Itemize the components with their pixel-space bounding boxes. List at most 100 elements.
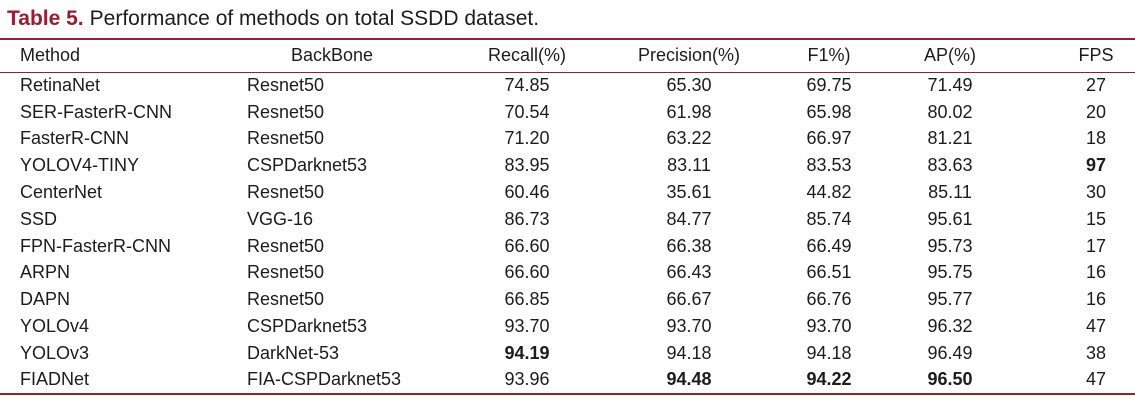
cell-method: RetinaNet [20, 75, 101, 96]
cell-fps: 17 [1085, 235, 1107, 256]
cell-backbone: DarkNet-53 [247, 342, 340, 363]
table-row: YOLOV4-TINY CSPDarknet53 83.95 83.11 83.53 83… [0, 152, 1135, 179]
cell-fps: 16 [1085, 289, 1107, 310]
cell-fps: 47 [1085, 316, 1107, 337]
cell-method: SER-FasterR-CNN [20, 101, 173, 122]
cell-precision: 63.22 [666, 128, 712, 149]
cell-method: CenterNet [20, 182, 103, 203]
cell-f1: 94.18 [806, 342, 852, 363]
table-row: FasterR-CNN Resnet50 71.20 63.22 66.97 81.21 1… [0, 126, 1135, 153]
cell-method: DAPN [20, 289, 71, 310]
cell-backbone: CSPDarknet53 [247, 155, 368, 176]
cell-fps: 18 [1085, 128, 1107, 149]
cell-backbone: Resnet50 [247, 182, 325, 203]
cell-method: SSD [20, 208, 58, 229]
column-header-ap: AP(%) [895, 39, 1005, 73]
cell-f1: 66.49 [806, 235, 852, 256]
cell-recall: 66.60 [504, 262, 550, 283]
cell-fps: 16 [1085, 262, 1107, 283]
cell-precision: 65.30 [666, 75, 712, 96]
cell-recall: 93.96 [504, 369, 550, 390]
cell-recall: 71.20 [504, 128, 550, 149]
cell-method: FPN-FasterR-CNN [20, 235, 171, 256]
cell-ap: 95.77 [927, 289, 973, 310]
cell-precision: 94.48 [666, 369, 712, 390]
cell-recall: 93.70 [504, 316, 550, 337]
cell-ap: 96.50 [927, 369, 973, 390]
cell-method: FasterR-CNN [20, 128, 130, 149]
cell-precision: 83.11 [667, 155, 711, 176]
cell-fps: 97 [1085, 155, 1107, 176]
cell-precision: 93.70 [666, 316, 712, 337]
cell-ap: 81.21 [927, 128, 973, 149]
cell-recall: 60.46 [504, 182, 550, 203]
cell-backbone: Resnet50 [247, 262, 325, 283]
cell-recall: 70.54 [504, 101, 550, 122]
table-row: RetinaNet Resnet50 74.85 65.30 69.75 71.49 27 [0, 72, 1135, 99]
cell-f1: 66.76 [806, 289, 852, 310]
table-caption-label: Table 5. [7, 7, 84, 30]
cell-backbone: VGG-16 [247, 208, 314, 229]
column-header-backbone: BackBone [247, 39, 439, 73]
cell-ap: 85.11 [928, 182, 972, 203]
cell-fps: 30 [1085, 182, 1107, 203]
cell-fps: 20 [1085, 101, 1107, 122]
table-row: CenterNet Resnet50 60.46 35.61 44.82 85.11 30 [0, 179, 1135, 206]
cell-precision: 66.67 [666, 289, 712, 310]
cell-fps: 27 [1085, 75, 1107, 96]
cell-ap: 95.75 [927, 262, 973, 283]
cell-method: FIADNet [20, 369, 90, 390]
cell-backbone: Resnet50 [247, 235, 325, 256]
cell-recall: 66.60 [504, 235, 550, 256]
cell-backbone: Resnet50 [247, 289, 325, 310]
cell-backbone: FIA-CSPDarknet53 [247, 369, 402, 390]
cell-fps: 47 [1085, 369, 1107, 390]
cell-f1: 44.82 [806, 182, 852, 203]
column-header-fps: FPS [1005, 39, 1135, 73]
table-row: YOLOv3 DarkNet-53 94.19 94.18 94.18 96.49 38 [0, 340, 1135, 367]
table-row: YOLOv4 CSPDarknet53 93.70 93.70 93.70 96.32 47 [0, 313, 1135, 340]
cell-backbone: Resnet50 [247, 101, 325, 122]
cell-precision: 61.98 [666, 101, 712, 122]
table-row: ARPN Resnet50 66.60 66.43 66.51 95.75 16 [0, 260, 1135, 287]
cell-recall: 74.85 [504, 75, 550, 96]
cell-f1: 93.70 [806, 316, 852, 337]
cell-precision: 66.43 [666, 262, 712, 283]
cell-f1: 94.22 [806, 369, 852, 390]
cell-precision: 66.38 [666, 235, 712, 256]
table-row: FIADNet FIA-CSPDarknet53 93.96 94.48 94.22 96… [0, 367, 1135, 394]
cell-backbone: Resnet50 [247, 75, 325, 96]
cell-backbone: Resnet50 [247, 128, 325, 149]
cell-f1: 83.53 [806, 155, 852, 176]
table-caption: Table 5. Performance of methods on total … [0, 0, 1135, 31]
column-header-precision: Precision(%) [615, 39, 763, 73]
cell-fps: 15 [1085, 208, 1107, 229]
column-header-method: Method [0, 39, 247, 73]
cell-f1: 69.75 [806, 75, 852, 96]
cell-ap: 80.02 [927, 101, 973, 122]
table-caption-text: Performance of methods on total SSDD dat… [89, 7, 540, 30]
cell-fps: 38 [1085, 342, 1107, 363]
table-head: Method BackBone Recall(%) Precision(%) F1%) A… [0, 39, 1135, 73]
cell-ap: 95.73 [927, 235, 973, 256]
table-row: SSD VGG-16 86.73 84.77 85.74 95.61 15 [0, 206, 1135, 233]
cell-method: YOLOV4-TINY [20, 155, 140, 176]
cell-method: YOLOv4 [20, 316, 90, 337]
cell-method: YOLOv3 [20, 342, 90, 363]
table-header-row: Method BackBone Recall(%) Precision(%) F1%) A… [0, 39, 1135, 73]
cell-f1: 66.51 [806, 262, 852, 283]
cell-f1: 85.74 [806, 208, 852, 229]
cell-precision: 35.61 [666, 182, 712, 203]
table-row: SER-FasterR-CNN Resnet50 70.54 61.98 65.98 80… [0, 99, 1135, 126]
cell-ap: 71.49 [927, 75, 973, 96]
cell-backbone: CSPDarknet53 [247, 316, 368, 337]
cell-recall: 66.85 [504, 289, 550, 310]
cell-precision: 84.77 [666, 208, 712, 229]
cell-recall: 86.73 [504, 208, 550, 229]
cell-precision: 94.18 [666, 342, 712, 363]
cell-method: ARPN [20, 262, 71, 283]
cell-recall: 83.95 [504, 155, 550, 176]
cell-f1: 66.97 [806, 128, 852, 149]
cell-ap: 96.49 [927, 342, 973, 363]
